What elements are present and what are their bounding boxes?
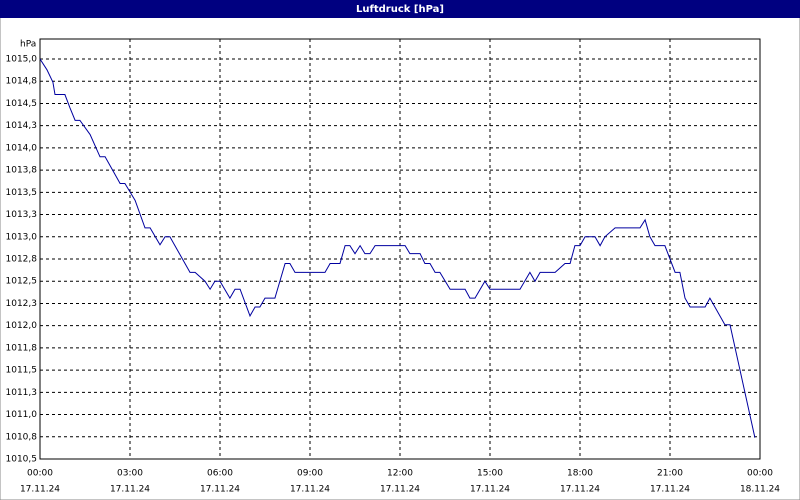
title-bar bbox=[0, 0, 800, 18]
y-tick-label: 1010,5 bbox=[6, 455, 38, 465]
y-tick-label: 1014,3 bbox=[6, 121, 38, 131]
x-tick-date: 18.11.24 bbox=[740, 485, 780, 495]
y-tick-label: 1015,0 bbox=[6, 55, 38, 65]
x-tick-date: 17.11.24 bbox=[20, 485, 60, 495]
x-tick-date: 17.11.24 bbox=[470, 485, 510, 495]
x-tick-label: 09:00 bbox=[297, 469, 323, 479]
data-line bbox=[39, 58, 756, 438]
y-tick-label: 1013,8 bbox=[6, 166, 38, 176]
x-tick-label: 18:00 bbox=[567, 469, 593, 479]
x-tick-date: 17.11.24 bbox=[380, 485, 420, 495]
y-tick-label: 1011,5 bbox=[6, 366, 38, 376]
x-tick-date: 17.11.24 bbox=[290, 485, 330, 495]
y-tick-label: 1011,3 bbox=[6, 388, 38, 398]
y-tick-label: 1014,5 bbox=[6, 99, 38, 109]
y-tick-label: 1011,0 bbox=[6, 410, 38, 420]
y-unit: hPa bbox=[20, 40, 36, 50]
x-tick-label: 21:00 bbox=[657, 469, 683, 479]
chart-title: Luftdruck [hPa] bbox=[356, 4, 444, 15]
y-tick-label: 1013,5 bbox=[6, 188, 38, 198]
y-tick-label: 1012,3 bbox=[6, 299, 38, 309]
x-tick-label: 03:00 bbox=[117, 469, 143, 479]
y-tick-label: 1010,8 bbox=[6, 432, 38, 442]
y-tick-label: 1012,5 bbox=[6, 277, 38, 287]
x-tick-label: 00:00 bbox=[27, 469, 53, 479]
x-tick-date: 17.11.24 bbox=[650, 485, 690, 495]
y-tick-label: 1011,8 bbox=[6, 343, 38, 353]
x-tick-date: 17.11.24 bbox=[560, 485, 600, 495]
x-tick-date: 17.11.24 bbox=[110, 485, 150, 495]
x-tick-label: 12:00 bbox=[387, 469, 413, 479]
y-tick-label: 1013,0 bbox=[6, 232, 38, 242]
y-tick-label: 1014,0 bbox=[6, 143, 38, 153]
y-tick-label: 1012,8 bbox=[6, 255, 38, 265]
x-tick-label: 06:00 bbox=[207, 469, 233, 479]
y-tick-label: 1012,0 bbox=[6, 321, 38, 331]
x-tick-label: 00:00 bbox=[747, 469, 773, 479]
x-tick-label: 15:00 bbox=[477, 469, 503, 479]
y-tick-label: 1013,3 bbox=[6, 210, 38, 220]
x-tick-date: 17.11.24 bbox=[200, 485, 240, 495]
y-tick-label: 1014,8 bbox=[6, 77, 38, 87]
